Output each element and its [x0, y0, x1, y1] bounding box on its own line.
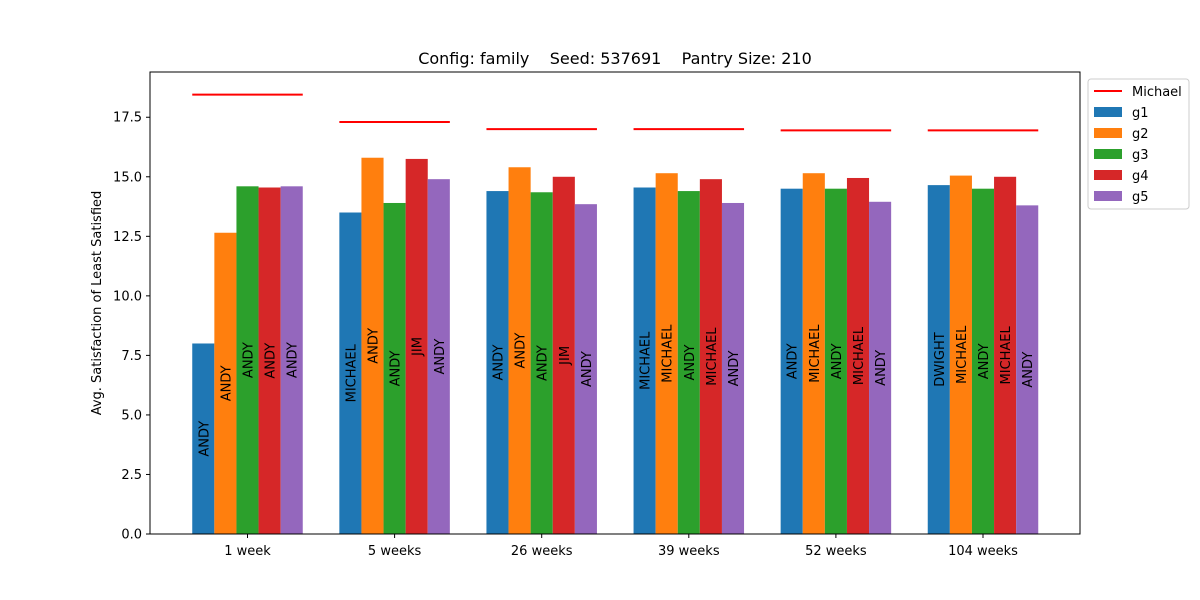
- bar-label-g2-4: MICHAEL: [808, 324, 823, 383]
- bar-label-g5-5: ANDY: [1021, 352, 1036, 388]
- legend-label-Michael: Michael: [1132, 85, 1182, 100]
- bar-g5-4: [869, 201, 892, 534]
- bar-label-g5-4: ANDY: [874, 350, 889, 386]
- bar-g5-2: [574, 204, 597, 534]
- legend-swatch-g5: [1094, 191, 1122, 201]
- y-tick-label-0: 0.0: [121, 528, 142, 543]
- bar-g4-4: [846, 177, 870, 534]
- bar-g3-3: [677, 191, 700, 535]
- x-tick-label-2: 26 weeks: [511, 544, 573, 559]
- bar-g1-2: [486, 191, 509, 535]
- bar-g1-3: [633, 187, 656, 534]
- bar-g3-5: [971, 188, 995, 534]
- bar-g5-0: [280, 186, 303, 535]
- y-tick-label-7: 17.5: [113, 111, 142, 126]
- y-tick-label-2: 5.0: [121, 408, 142, 423]
- bar-label-g4-0: ANDY: [264, 343, 279, 379]
- bar-label-g1-1: MICHAEL: [344, 343, 359, 402]
- bar-g4-5: [994, 176, 1017, 534]
- bar-label-g3-2: ANDY: [536, 345, 551, 381]
- bar-label-g4-2: JIM: [558, 346, 573, 366]
- bar-g4-0: [258, 187, 281, 534]
- plot-area: ANDY ANDY ANDY ANDY ANDY 1 week MICHAEL ANDY AND…: [113, 71, 1081, 559]
- x-tick-label-5: 104 weeks: [948, 544, 1018, 559]
- bar-g4-2: [552, 176, 575, 534]
- bar-label-g1-5: DWIGHT: [933, 332, 948, 387]
- bar-g2-0: [214, 232, 237, 534]
- legend-label-g1: g1: [1132, 106, 1149, 121]
- bar-label-g5-1: ANDY: [433, 339, 448, 375]
- y-tick-label-1: 2.5: [121, 468, 142, 483]
- bar-label-g1-3: MICHAEL: [639, 331, 654, 390]
- legend-label-g3: g3: [1132, 148, 1149, 163]
- bar-label-g1-0: ANDY: [197, 421, 212, 457]
- bar-label-g2-1: ANDY: [367, 328, 382, 364]
- bar-label-g2-2: ANDY: [514, 333, 529, 369]
- bar-g1-5: [927, 185, 950, 534]
- bar-g2-4: [802, 173, 825, 534]
- legend-swatch-g3: [1094, 149, 1122, 159]
- bar-g4-1: [405, 158, 428, 535]
- bar-label-g3-0: ANDY: [242, 342, 257, 378]
- legend-swatch-g4: [1094, 170, 1122, 180]
- bar-label-g2-5: MICHAEL: [955, 325, 970, 384]
- bar-g5-5: [1016, 205, 1039, 534]
- x-tick-label-3: 39 weeks: [658, 544, 720, 559]
- plot-frame: [149, 71, 1081, 535]
- bar-g1-4: [780, 188, 803, 534]
- bar-label-g4-1: JIM: [411, 337, 426, 357]
- bar-g5-3: [721, 202, 745, 535]
- bar-g2-3: [655, 173, 678, 534]
- bar-label-g3-5: ANDY: [977, 343, 992, 379]
- bar-g2-5: [949, 175, 972, 535]
- bar-g3-2: [530, 192, 553, 535]
- bar-label-g3-1: ANDY: [389, 351, 404, 387]
- bar-g4-3: [699, 179, 722, 534]
- legend-label-g4: g4: [1132, 169, 1149, 184]
- bar-g3-4: [824, 188, 847, 534]
- bar-label-g4-4: MICHAEL: [852, 326, 867, 385]
- bar-label-g1-2: ANDY: [492, 345, 507, 381]
- bar-label-g5-0: ANDY: [286, 342, 301, 378]
- bar-label-g4-3: MICHAEL: [705, 327, 720, 386]
- bar-g2-2: [508, 167, 531, 534]
- legend-swatch-g2: [1094, 128, 1122, 138]
- y-tick-label-5: 12.5: [113, 230, 142, 245]
- bar-label-g3-4: ANDY: [830, 343, 845, 379]
- y-tick-label-4: 10.0: [113, 289, 142, 304]
- bar-label-g5-2: ANDY: [580, 351, 595, 387]
- chart-title: Config: family Seed: 537691 Pantry Size:…: [418, 49, 812, 68]
- bar-g3-0: [236, 186, 259, 535]
- legend: Michael g1 g2 g3 g4 g5: [1087, 78, 1190, 210]
- x-tick-label-1: 5 weeks: [368, 544, 422, 559]
- bar-label-g4-5: MICHAEL: [999, 326, 1014, 385]
- bar-g1-0: [192, 343, 215, 534]
- y-axis-label: Avg. Satisfaction of Least Satisfied: [90, 191, 105, 416]
- y-tick-label-6: 15.0: [113, 170, 142, 185]
- legend-swatch-g1: [1094, 107, 1122, 117]
- bar-g2-1: [361, 157, 384, 534]
- legend-label-g5: g5: [1132, 190, 1149, 205]
- bar-g1-1: [339, 212, 362, 534]
- bar-label-g5-3: ANDY: [727, 351, 742, 387]
- bar-label-g3-3: ANDY: [683, 345, 698, 381]
- y-tick-label-3: 7.5: [121, 349, 142, 364]
- bar-label-g2-0: ANDY: [219, 365, 234, 401]
- bar-g3-1: [383, 202, 406, 535]
- x-tick-label-4: 52 weeks: [805, 544, 867, 559]
- bar-label-g1-4: ANDY: [786, 343, 801, 379]
- legend-label-g2: g2: [1132, 127, 1149, 142]
- bar-label-g2-3: MICHAEL: [661, 324, 676, 383]
- x-tick-label-0: 1 week: [224, 544, 271, 559]
- bar-g5-1: [427, 179, 450, 534]
